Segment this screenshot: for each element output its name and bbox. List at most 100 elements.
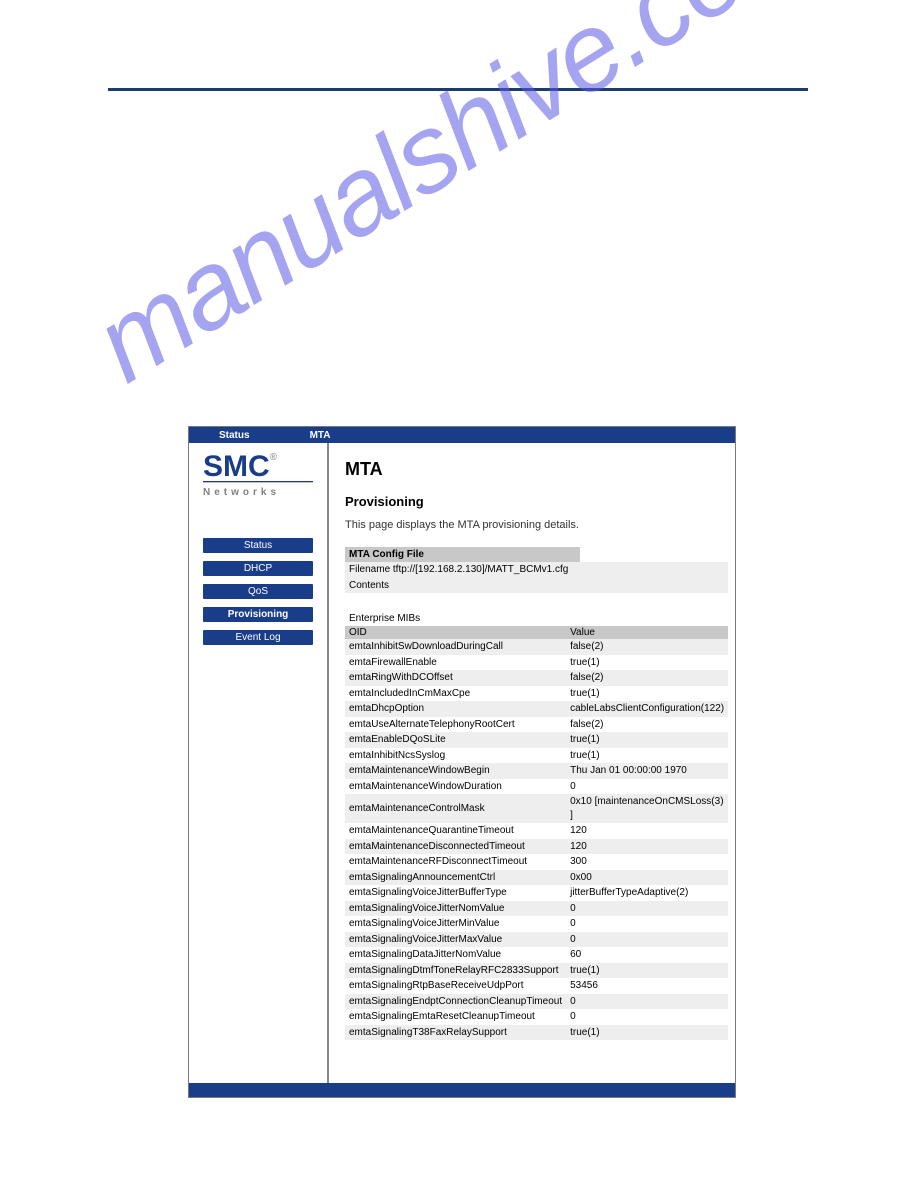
topbar-mta[interactable]: MTA <box>310 430 331 441</box>
mibs-section-title: Enterprise MIBs <box>345 611 728 626</box>
table-row: emtaSignalingVoiceJitterMinValue0 <box>345 916 728 932</box>
table-row: emtaIncludedInCmMaxCpetrue(1) <box>345 686 728 702</box>
mib-value: true(1) <box>566 748 728 764</box>
config-filename: Filename tftp://[192.168.2.130]/MATT_BCM… <box>345 562 728 578</box>
mib-oid: emtaSignalingVoiceJitterNomValue <box>345 901 566 917</box>
mib-oid: emtaRingWithDCOffset <box>345 670 566 686</box>
logo: SMC® Networks <box>203 453 313 498</box>
table-row: emtaMaintenanceWindowBeginThu Jan 01 00:… <box>345 763 728 779</box>
mib-oid: emtaEnableDQoSLite <box>345 732 566 748</box>
table-row: emtaMaintenanceWindowDuration0 <box>345 779 728 795</box>
mib-oid: emtaSignalingDataJitterNomValue <box>345 947 566 963</box>
mib-value: jitterBufferTypeAdaptive(2) <box>566 885 728 901</box>
mib-value: 0x00 <box>566 870 728 886</box>
mib-oid: emtaSignalingVoiceJitterMinValue <box>345 916 566 932</box>
table-row: emtaSignalingVoiceJitterMaxValue0 <box>345 932 728 948</box>
table-row: emtaSignalingAnnouncementCtrl0x00 <box>345 870 728 886</box>
main-content: MTA Provisioning This page displays the … <box>329 443 740 1083</box>
mib-value: 300 <box>566 854 728 870</box>
mib-oid: emtaMaintenanceQuarantineTimeout <box>345 823 566 839</box>
mib-value: 0 <box>566 932 728 948</box>
mib-value: 53456 <box>566 978 728 994</box>
table-row: emtaUseAlternateTelephonyRootCertfalse(2… <box>345 717 728 733</box>
mib-value: 0 <box>566 994 728 1010</box>
table-row: emtaSignalingRtpBaseReceiveUdpPort53456 <box>345 978 728 994</box>
mib-value: Thu Jan 01 00:00:00 1970 <box>566 763 728 779</box>
mib-value: 0 <box>566 1009 728 1025</box>
mib-oid: emtaSignalingRtpBaseReceiveUdpPort <box>345 978 566 994</box>
mib-value: true(1) <box>566 963 728 979</box>
mib-oid: emtaSignalingEmtaResetCleanupTimeout <box>345 1009 566 1025</box>
mib-oid: emtaSignalingVoiceJitterMaxValue <box>345 932 566 948</box>
mib-oid: emtaInhibitNcsSyslog <box>345 748 566 764</box>
mib-value: true(1) <box>566 686 728 702</box>
config-file-header: MTA Config File <box>345 547 580 562</box>
mib-oid: emtaUseAlternateTelephonyRootCert <box>345 717 566 733</box>
logo-subtitle: Networks <box>203 487 313 498</box>
mibs-table: OID Value emtaInhibitSwDownloadDuringCal… <box>345 626 728 1040</box>
mib-value: 0 <box>566 779 728 795</box>
mib-oid: emtaMaintenanceWindowDuration <box>345 779 566 795</box>
ui-body: SMC® Networks Status DHCP QoS Provisioning E… <box>189 443 735 1083</box>
mib-value: 120 <box>566 839 728 855</box>
topbar: Status MTA <box>189 427 735 443</box>
page-top-rule <box>108 88 808 91</box>
table-row: emtaSignalingEndptConnectionCleanupTimeo… <box>345 994 728 1010</box>
mib-oid: emtaMaintenanceDisconnectedTimeout <box>345 839 566 855</box>
watermark-text: manualshive.com <box>73 0 683 407</box>
table-row: emtaMaintenanceDisconnectedTimeout120 <box>345 839 728 855</box>
mib-value: 0x10 [maintenanceOnCMSLoss(3) ] <box>566 794 728 823</box>
mib-value: false(2) <box>566 717 728 733</box>
mib-value: 120 <box>566 823 728 839</box>
table-row: emtaMaintenanceQuarantineTimeout120 <box>345 823 728 839</box>
logo-registered-icon: ® <box>270 452 277 463</box>
bottombar <box>189 1083 735 1097</box>
table-row: emtaInhibitSwDownloadDuringCallfalse(2) <box>345 639 728 655</box>
mib-oid: emtaSignalingVoiceJitterBufferType <box>345 885 566 901</box>
table-row: emtaSignalingDataJitterNomValue60 <box>345 947 728 963</box>
sidebar-item-provisioning[interactable]: Provisioning <box>203 607 313 622</box>
table-row: emtaDhcpOptioncableLabsClientConfigurati… <box>345 701 728 717</box>
table-row: emtaSignalingVoiceJitterNomValue0 <box>345 901 728 917</box>
sidebar: SMC® Networks Status DHCP QoS Provisioning E… <box>189 443 329 1083</box>
sidebar-item-dhcp[interactable]: DHCP <box>203 561 313 576</box>
mib-value: true(1) <box>566 732 728 748</box>
mib-value: true(1) <box>566 655 728 671</box>
table-row: emtaSignalingDtmfToneRelayRFC2833Support… <box>345 963 728 979</box>
mib-value: false(2) <box>566 639 728 655</box>
mib-oid: emtaInhibitSwDownloadDuringCall <box>345 639 566 655</box>
table-row: emtaSignalingEmtaResetCleanupTimeout0 <box>345 1009 728 1025</box>
mib-value: true(1) <box>566 1025 728 1041</box>
table-row: emtaSignalingT38FaxRelaySupporttrue(1) <box>345 1025 728 1041</box>
table-row: emtaMaintenanceRFDisconnectTimeout300 <box>345 854 728 870</box>
table-row: emtaMaintenanceControlMask0x10 [maintena… <box>345 794 728 823</box>
sidebar-item-qos[interactable]: QoS <box>203 584 313 599</box>
mibs-col-value: Value <box>566 626 728 639</box>
mib-oid: emtaIncludedInCmMaxCpe <box>345 686 566 702</box>
mib-value: false(2) <box>566 670 728 686</box>
table-row: emtaSignalingVoiceJitterBufferTypejitter… <box>345 885 728 901</box>
sidebar-nav: Status DHCP QoS Provisioning Event Log <box>203 538 313 645</box>
table-row: emtaRingWithDCOffsetfalse(2) <box>345 670 728 686</box>
app-frame: Status MTA SMC® Networks Status DHCP QoS Pr… <box>188 426 736 1098</box>
table-row: emtaInhibitNcsSyslogtrue(1) <box>345 748 728 764</box>
mib-oid: emtaMaintenanceWindowBegin <box>345 763 566 779</box>
mibs-col-oid: OID <box>345 626 566 639</box>
mib-oid: emtaFirewallEnable <box>345 655 566 671</box>
mib-oid: emtaSignalingDtmfToneRelayRFC2833Support <box>345 963 566 979</box>
page-subtitle: Provisioning <box>345 494 728 509</box>
topbar-status[interactable]: Status <box>219 430 250 441</box>
mib-oid: emtaDhcpOption <box>345 701 566 717</box>
mib-oid: emtaSignalingAnnouncementCtrl <box>345 870 566 886</box>
table-row: emtaEnableDQoSLitetrue(1) <box>345 732 728 748</box>
logo-brand: SMC <box>203 450 270 483</box>
sidebar-item-event-log[interactable]: Event Log <box>203 630 313 645</box>
mib-value: 60 <box>566 947 728 963</box>
table-row: emtaFirewallEnabletrue(1) <box>345 655 728 671</box>
config-contents: Contents <box>345 578 728 594</box>
mib-value: 0 <box>566 916 728 932</box>
sidebar-item-status[interactable]: Status <box>203 538 313 553</box>
mib-oid: emtaMaintenanceControlMask <box>345 794 566 823</box>
mib-value: cableLabsClientConfiguration(122) <box>566 701 728 717</box>
mib-oid: emtaSignalingT38FaxRelaySupport <box>345 1025 566 1041</box>
